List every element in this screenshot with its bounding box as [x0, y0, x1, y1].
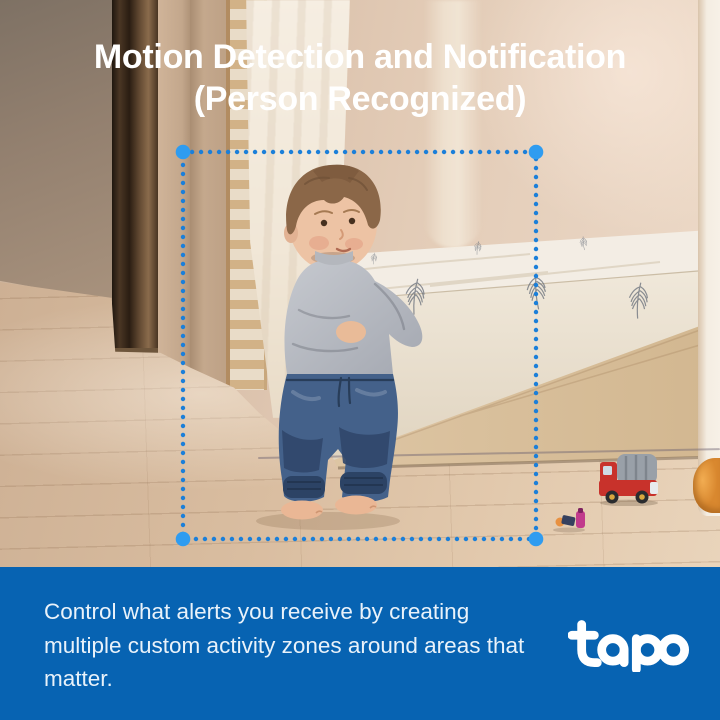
- tapo-logo: [568, 620, 690, 672]
- headline-line1: Motion Detection and Notification: [93, 38, 627, 76]
- child-cuff: [340, 472, 387, 494]
- child-sweater: [284, 259, 423, 374]
- child-cuff: [283, 476, 325, 498]
- bedroom-photo: Motion Detection and Notification (Perso…: [0, 0, 720, 567]
- caption-line3: matter.: [44, 666, 113, 691]
- child-foot: [335, 495, 377, 515]
- child-hands: [336, 321, 366, 343]
- headline-line2: (Person Recognized): [193, 80, 527, 118]
- caption: Control what alerts you receive by creat…: [44, 595, 524, 696]
- caption-line1: Control what alerts you receive by creat…: [44, 599, 470, 624]
- toy-plush: [693, 458, 720, 513]
- child-eye: [320, 219, 328, 227]
- truck-bumper: [650, 482, 658, 494]
- caption-line2: multiple custom activity zones around ar…: [44, 632, 525, 658]
- child-eye: [348, 217, 356, 225]
- toy-minifigures: [553, 508, 585, 533]
- wardrobe-door-frames: [112, 0, 160, 352]
- page-title: Motion Detection and Notification (Perso…: [0, 36, 720, 120]
- toy-firetruck: [599, 454, 658, 506]
- right-curtain: [698, 0, 720, 516]
- child-figure: [256, 164, 423, 530]
- tapo-letter-t: [568, 620, 602, 667]
- footer-bar: Control what alerts you receive by creat…: [0, 567, 720, 720]
- child-foot: [281, 500, 323, 520]
- truck-window: [603, 466, 612, 475]
- tapo-letter-o: [657, 634, 690, 666]
- far-left-wall: [0, 0, 116, 302]
- child-shadow: [256, 512, 400, 530]
- tapo-letter-p-bowl: [631, 634, 664, 666]
